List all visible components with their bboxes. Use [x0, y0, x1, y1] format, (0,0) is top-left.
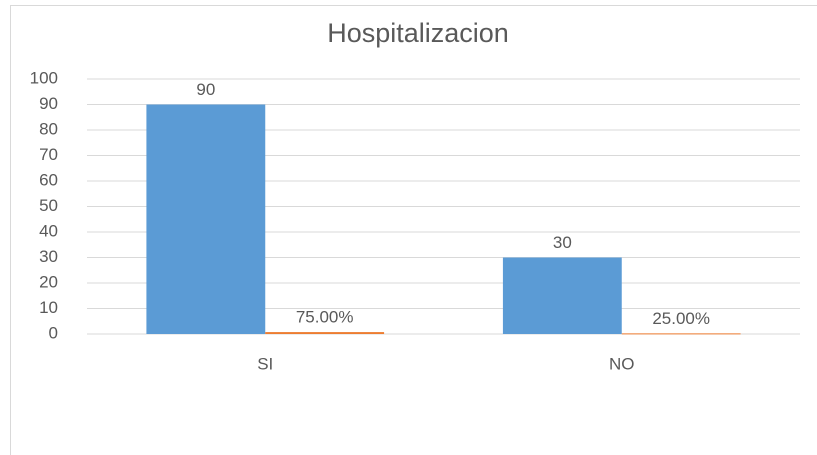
y-tick-label: 90 — [39, 94, 58, 113]
bar — [502, 257, 622, 334]
y-tick-label: 50 — [39, 196, 58, 215]
y-tick-label: 60 — [39, 170, 58, 189]
chart-area — [10, 5, 817, 455]
y-tick-label: 0 — [49, 323, 58, 342]
x-tick-label: NO — [609, 354, 635, 373]
data-label: 25.00% — [652, 309, 710, 328]
y-tick-label: 70 — [39, 145, 58, 164]
chart-title: Hospitalizacion — [327, 18, 509, 48]
y-tick-label: 40 — [39, 221, 58, 240]
y-tick-label: 20 — [39, 272, 58, 291]
bar — [146, 104, 266, 334]
bar — [621, 333, 741, 335]
bar — [265, 332, 385, 334]
data-label: 90 — [196, 80, 215, 99]
data-label: 75.00% — [296, 308, 354, 327]
y-tick-label: 100 — [30, 68, 58, 87]
y-tick-label: 10 — [39, 298, 58, 317]
data-label: 30 — [553, 233, 572, 252]
x-tick-label: SI — [257, 354, 273, 373]
y-tick-label: 30 — [39, 247, 58, 266]
y-tick-label: 80 — [39, 119, 58, 138]
